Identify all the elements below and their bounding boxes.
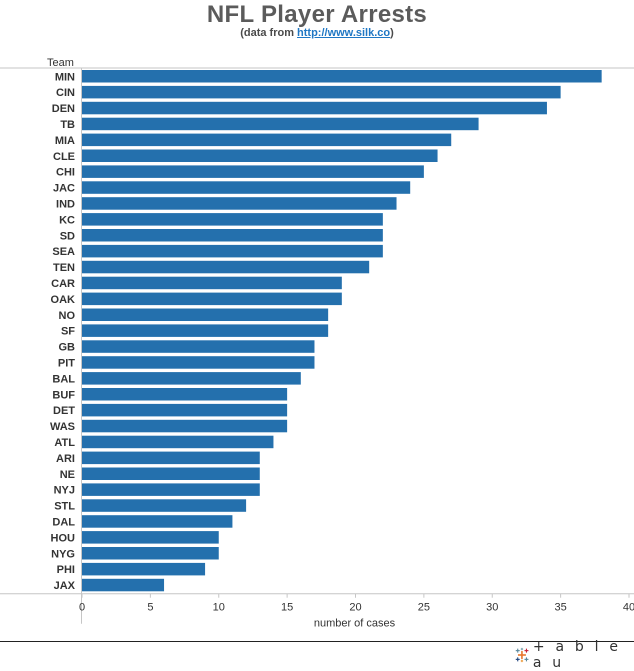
x-tick-label: 10 [213,602,225,614]
x-tick-label: 5 [147,602,153,614]
bar [82,117,479,131]
chart-title: NFL Player Arrests [206,1,428,28]
subtitle-prefix: (data from [240,27,298,39]
category-label: PHI [57,564,75,576]
category-label: NYG [51,548,75,560]
bar [82,356,315,369]
category-label: JAX [54,580,76,592]
category-label: OAK [51,294,76,306]
category-label: PIT [58,357,75,369]
bar [82,547,219,560]
category-label: NE [60,469,75,481]
bar [82,292,342,306]
bar [82,340,315,353]
bar [82,181,411,194]
category-label: BUF [52,389,75,401]
category-label: CAR [51,278,75,290]
x-tick-label: 15 [281,602,293,614]
category-label: MIA [55,135,75,147]
bar [82,229,383,242]
category-label: CIN [56,87,75,99]
bar [82,324,329,337]
category-label: STL [54,501,75,513]
bar [82,213,383,226]
bar [82,70,602,83]
category-label: NO [59,310,76,322]
footer-divider [0,641,634,642]
bar [82,372,301,385]
bar [82,276,342,290]
category-label: SD [60,230,75,242]
bar [82,260,370,274]
category-label: SF [61,326,75,338]
bar-chart: MIN CIN DEN TB MIA CLE CHI JAC IND KC SD SEA TEN CAR O… [0,67,634,630]
bar [82,101,547,115]
x-tick-label: 0 [79,602,85,614]
bar [82,578,165,592]
x-tick-label: 30 [486,602,498,614]
bar [82,308,329,321]
category-label: GB [59,342,76,354]
x-axis-title: number of cases [314,618,396,630]
category-label: TEN [53,262,75,274]
bar [82,388,288,401]
chart-subtitle: (data from http://www.silk.co) [0,27,634,39]
category-label: DEN [52,103,75,115]
bar [82,403,288,417]
category-label: IND [56,198,75,210]
category-label: CHI [56,167,75,179]
category-label: DAL [52,516,75,528]
category-label: CLE [53,151,75,163]
category-label: NYJ [54,485,75,497]
bar [82,499,247,512]
category-label: WAS [50,421,75,433]
bar [82,562,206,576]
bar [82,435,274,449]
bar [82,85,561,99]
bar [82,165,424,178]
tableau-logo: + a b l e a u [514,639,634,671]
category-label: TB [60,119,75,131]
bar [82,467,260,480]
bar [82,451,260,465]
subtitle-suffix: ) [390,27,394,39]
bar [82,419,288,433]
category-label: ATL [54,437,75,449]
category-label: KC [59,214,75,226]
x-tick-label: 35 [555,602,567,614]
category-label: SEA [52,246,75,258]
bar [82,133,452,147]
bar [82,244,383,258]
x-tick-label: 25 [418,602,430,614]
category-label: BAL [52,373,75,385]
row-header-team: Team [47,57,74,69]
bar [82,483,260,496]
source-link[interactable]: http://www.silk.co [297,27,391,39]
x-tick-label: 20 [349,602,361,614]
bar [82,197,397,210]
category-label: HOU [51,532,76,544]
bar [82,149,438,162]
tableau-wordmark: + a b l e a u [532,639,622,671]
category-label: JAC [53,183,75,195]
bar [82,531,219,544]
category-label: MIN [55,71,75,83]
category-label: DET [53,405,75,417]
bar [82,515,233,528]
x-tick-label: 40 [623,602,634,614]
category-label: ARI [56,453,75,465]
tableau-cross-icon [515,647,529,663]
